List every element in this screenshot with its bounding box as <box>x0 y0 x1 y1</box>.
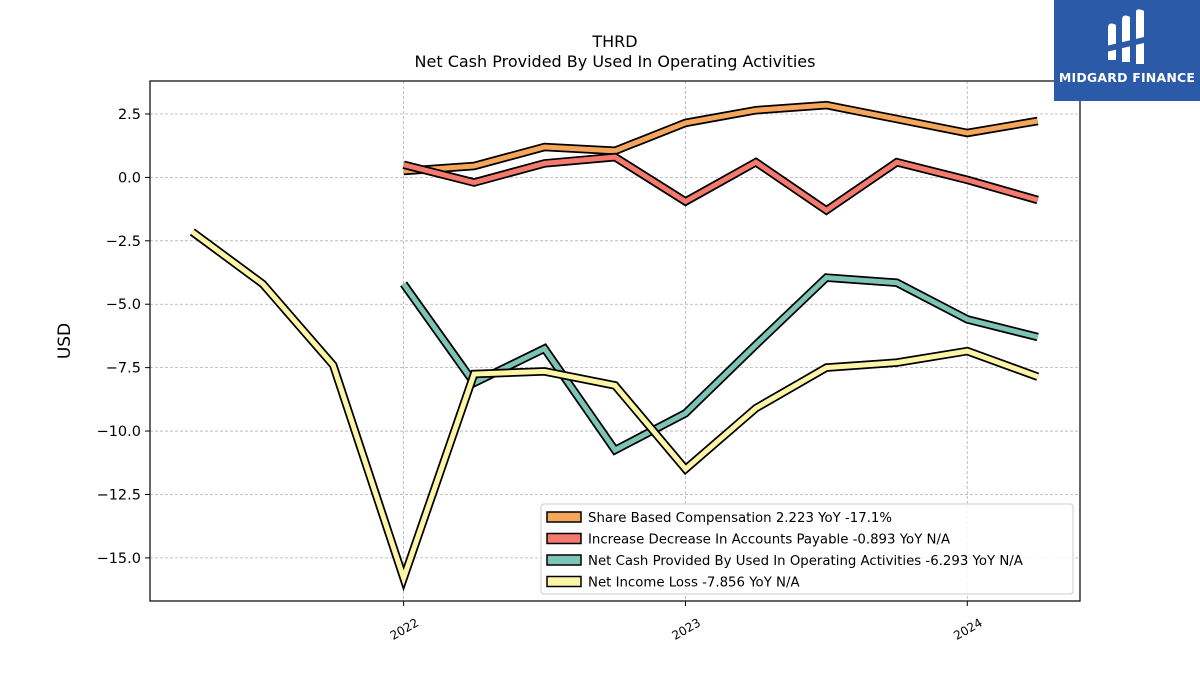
y-tick-label: −12.5 <box>97 487 141 503</box>
series-line-2 <box>401 275 1039 454</box>
x-tick-label: 2023 <box>670 615 703 642</box>
y-tick-label: −5.0 <box>106 297 141 313</box>
series-outline-2 <box>400 273 1039 456</box>
legend-swatch-3 <box>546 575 582 588</box>
series-line-0 <box>403 102 1039 174</box>
y-tick-label: −7.5 <box>106 361 141 377</box>
x-tick-label: 2024 <box>951 615 984 642</box>
legend-label-1: Increase Decrease In Accounts Payable -0… <box>588 533 950 548</box>
series-line-3 <box>190 229 1039 587</box>
legend-swatch-1 <box>546 532 582 545</box>
brand-mark-icon <box>1106 9 1148 65</box>
legend-label-2: Net Cash Provided By Used In Operating A… <box>588 554 1023 569</box>
brand-logo: MIDGARD FINANCE <box>1054 0 1200 101</box>
legend-swatch-0 <box>546 511 582 523</box>
legend-label-3: Net Income Loss -7.856 YoY N/A <box>588 576 800 591</box>
chart-title: THRD <box>592 32 638 51</box>
series-line-1 <box>402 154 1039 214</box>
legend-swatch-2 <box>546 554 582 566</box>
brand-name: MIDGARD FINANCE <box>1058 70 1196 85</box>
y-tick-label: −2.5 <box>106 234 141 250</box>
y-tick-label: 0.0 <box>118 170 141 186</box>
x-tick-label: 2022 <box>388 615 421 642</box>
plot-frame <box>149 80 1081 602</box>
y-tick-label: 2.5 <box>118 107 141 123</box>
chart-subtitle: Net Cash Provided By Used In Operating A… <box>414 52 816 71</box>
legend-box <box>540 503 1074 595</box>
y-axis-label: USD <box>55 323 75 359</box>
y-tick-label: −10.0 <box>97 424 141 440</box>
y-tick-label: −15.0 <box>97 551 141 567</box>
legend-label-0: Share Based Compensation 2.223 YoY -17.1… <box>588 511 892 526</box>
